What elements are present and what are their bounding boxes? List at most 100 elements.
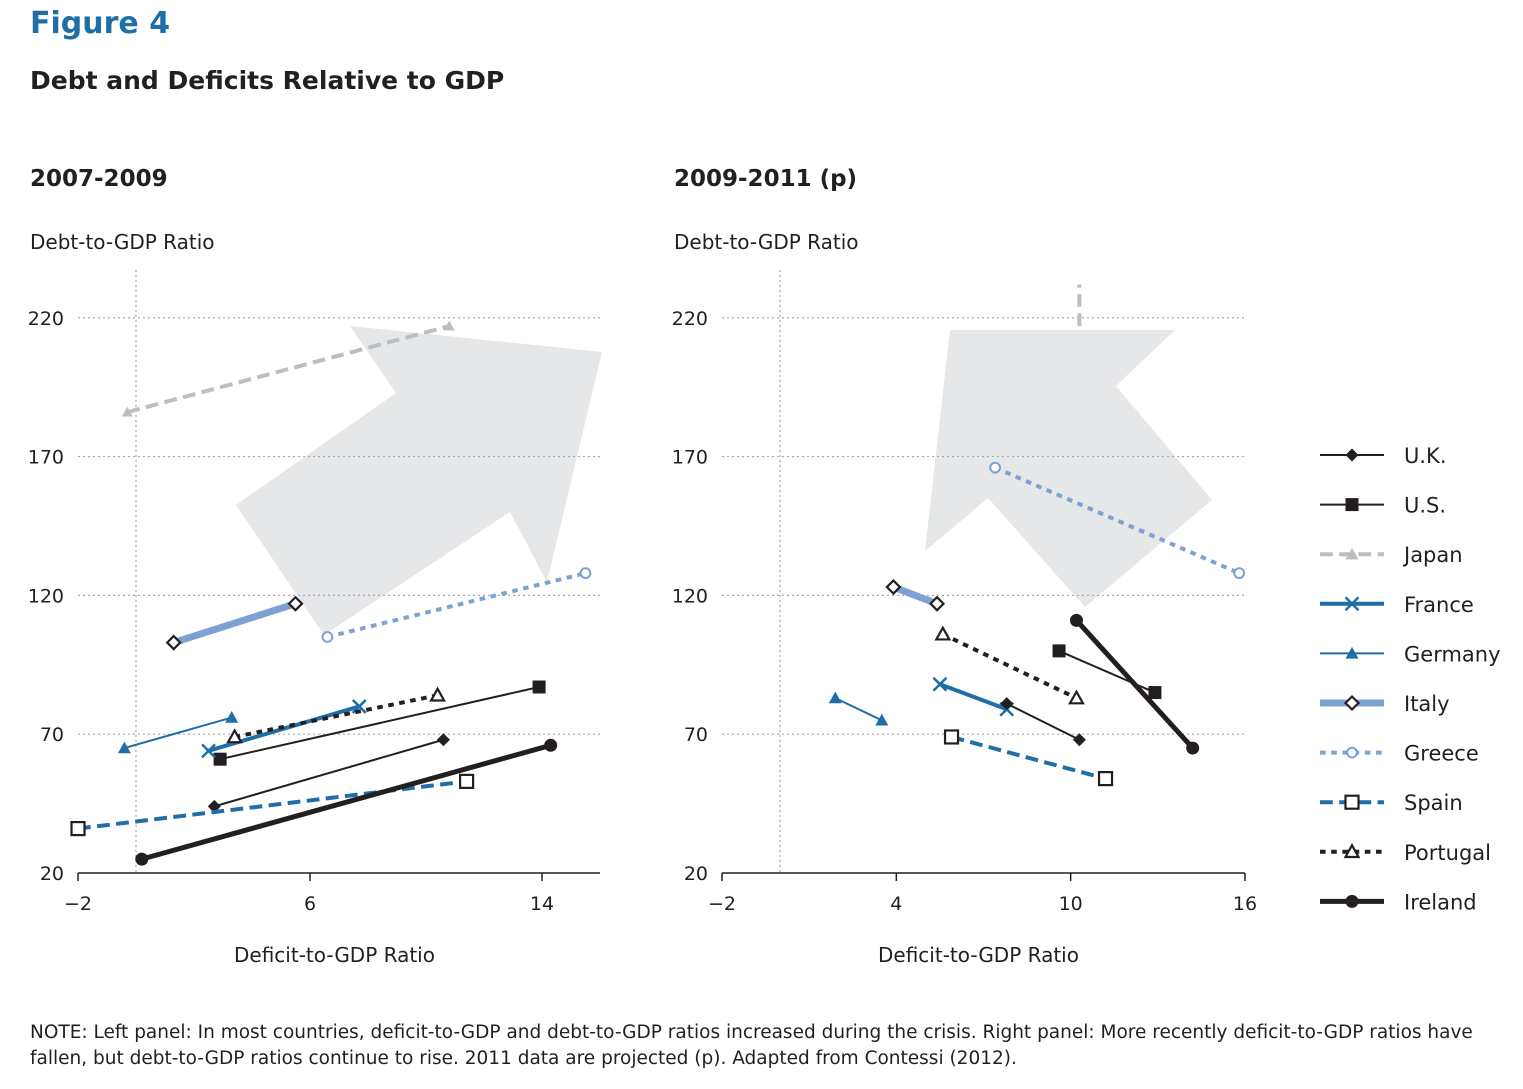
series-line-portugal xyxy=(941,632,1078,700)
data-point-portugal xyxy=(226,728,243,744)
data-point-germany xyxy=(875,713,889,726)
legend-item-japan: Japan xyxy=(1320,543,1463,567)
legend-item-italy: Italy xyxy=(1320,692,1450,716)
legend-item-u-k: U.K. xyxy=(1320,444,1447,468)
y-tick-label: 70 xyxy=(684,724,708,746)
data-point-ireland xyxy=(135,852,149,866)
data-point-italy xyxy=(287,595,304,612)
left-y-axis-title: Debt-to-GDP Ratio xyxy=(30,230,215,254)
legend: U.K. U.S. Japan France Germany Italy Greece Spa… xyxy=(1320,444,1501,914)
legend-marker xyxy=(1344,794,1360,810)
data-point-u-k xyxy=(1072,733,1086,747)
series-u-s xyxy=(213,680,546,766)
series-line-u-k xyxy=(1005,702,1081,741)
series-germany xyxy=(117,711,239,754)
series-line-spain xyxy=(951,735,1107,781)
data-point-italy xyxy=(165,634,182,651)
y-tick-label: 70 xyxy=(40,724,64,746)
data-point-u-s xyxy=(1052,644,1066,658)
data-point-spain xyxy=(70,820,86,837)
data-point-japan xyxy=(443,320,455,331)
legend-label: Greece xyxy=(1404,742,1479,766)
data-point-japan xyxy=(121,406,133,417)
data-point-u-s xyxy=(532,680,546,694)
data-point-france xyxy=(201,743,216,759)
left-x-axis-title: Deficit-to-GDP Ratio xyxy=(234,943,435,967)
series-spain xyxy=(943,729,1114,787)
data-point-portugal xyxy=(1068,689,1085,705)
right-panel-title: 2009-2011 (p) xyxy=(674,166,858,192)
legend-item-portugal: Portugal xyxy=(1320,841,1491,865)
data-point-germany xyxy=(225,711,239,723)
y-tick-label: 170 xyxy=(672,447,708,469)
series-france xyxy=(932,676,1015,717)
y-tick-label: 20 xyxy=(684,863,708,885)
legend-marker xyxy=(1345,646,1359,659)
data-point-ireland xyxy=(544,738,558,752)
y-tick-label: 20 xyxy=(40,863,64,885)
x-tick-label: 16 xyxy=(1233,893,1257,915)
data-point-greece xyxy=(1233,567,1246,580)
series-italy xyxy=(885,578,946,612)
x-tick-label: −2 xyxy=(64,893,92,915)
y-tick-label: 120 xyxy=(28,585,64,607)
data-point-u-s xyxy=(213,752,227,766)
data-point-ireland xyxy=(1069,613,1083,627)
note-text: NOTE: Left panel: In most countries, def… xyxy=(30,1022,1473,1069)
legend-label: Japan xyxy=(1402,543,1463,567)
legend-marker xyxy=(1345,547,1359,560)
series-u-s xyxy=(1052,644,1162,700)
data-point-france xyxy=(351,699,367,714)
series-portugal xyxy=(934,625,1085,705)
data-point-u-k xyxy=(1000,697,1014,711)
x-tick-label: 4 xyxy=(890,893,902,915)
legend-item-u-s: U.S. xyxy=(1320,494,1446,518)
legend-item-spain: Spain xyxy=(1320,791,1463,815)
y-tick-label: 120 xyxy=(672,585,708,607)
x-tick-label: −2 xyxy=(708,893,736,915)
legend-label: Italy xyxy=(1404,692,1450,716)
series-u-k xyxy=(1000,697,1086,747)
figure-label: Figure 4 xyxy=(30,6,171,41)
data-point-germany xyxy=(117,741,131,754)
background-arrow xyxy=(925,330,1212,607)
series-italy xyxy=(165,595,304,651)
data-point-spain xyxy=(459,773,475,789)
series-line-ireland xyxy=(139,742,554,862)
legend-item-germany: Germany xyxy=(1320,642,1501,666)
y-tick-label: 170 xyxy=(28,447,64,469)
x-tick-label: 14 xyxy=(530,893,554,915)
data-point-italy xyxy=(928,595,946,612)
legend-item-greece: Greece xyxy=(1320,742,1479,766)
series-line-u-s xyxy=(1058,649,1156,694)
legend-marker xyxy=(1346,746,1358,759)
panel-2: −2 4 10 16 20 70 120 170 220 xyxy=(672,270,1257,915)
data-point-greece xyxy=(579,567,592,580)
y-tick-label: 220 xyxy=(672,308,708,330)
series-greece xyxy=(321,567,592,643)
legend-marker xyxy=(1345,498,1359,512)
series-u-k xyxy=(207,733,450,813)
legend-label: Ireland xyxy=(1404,890,1477,914)
legend-marker xyxy=(1345,448,1359,462)
x-tick-label: 6 xyxy=(304,893,316,915)
data-point-u-s xyxy=(1148,686,1162,700)
legend-marker xyxy=(1345,894,1359,908)
data-point-u-k xyxy=(436,733,450,747)
series-line-italy xyxy=(889,583,941,608)
legend-item-ireland: Ireland xyxy=(1320,890,1477,914)
figure-title: Debt and Deficits Relative to GDP xyxy=(30,66,505,95)
series-line-u-s xyxy=(219,685,541,761)
x-tick-label: 10 xyxy=(1059,893,1083,915)
data-point-spain xyxy=(1097,771,1114,787)
data-point-spain xyxy=(943,729,960,745)
y-tick-label: 220 xyxy=(28,308,64,330)
series-ireland xyxy=(135,738,558,866)
right-y-axis-title: Debt-to-GDP Ratio xyxy=(674,230,859,254)
series-japan xyxy=(121,320,455,417)
legend-label: Spain xyxy=(1404,791,1463,815)
legend-marker xyxy=(1343,843,1361,859)
series-spain xyxy=(70,773,475,837)
series-germany xyxy=(828,691,889,726)
